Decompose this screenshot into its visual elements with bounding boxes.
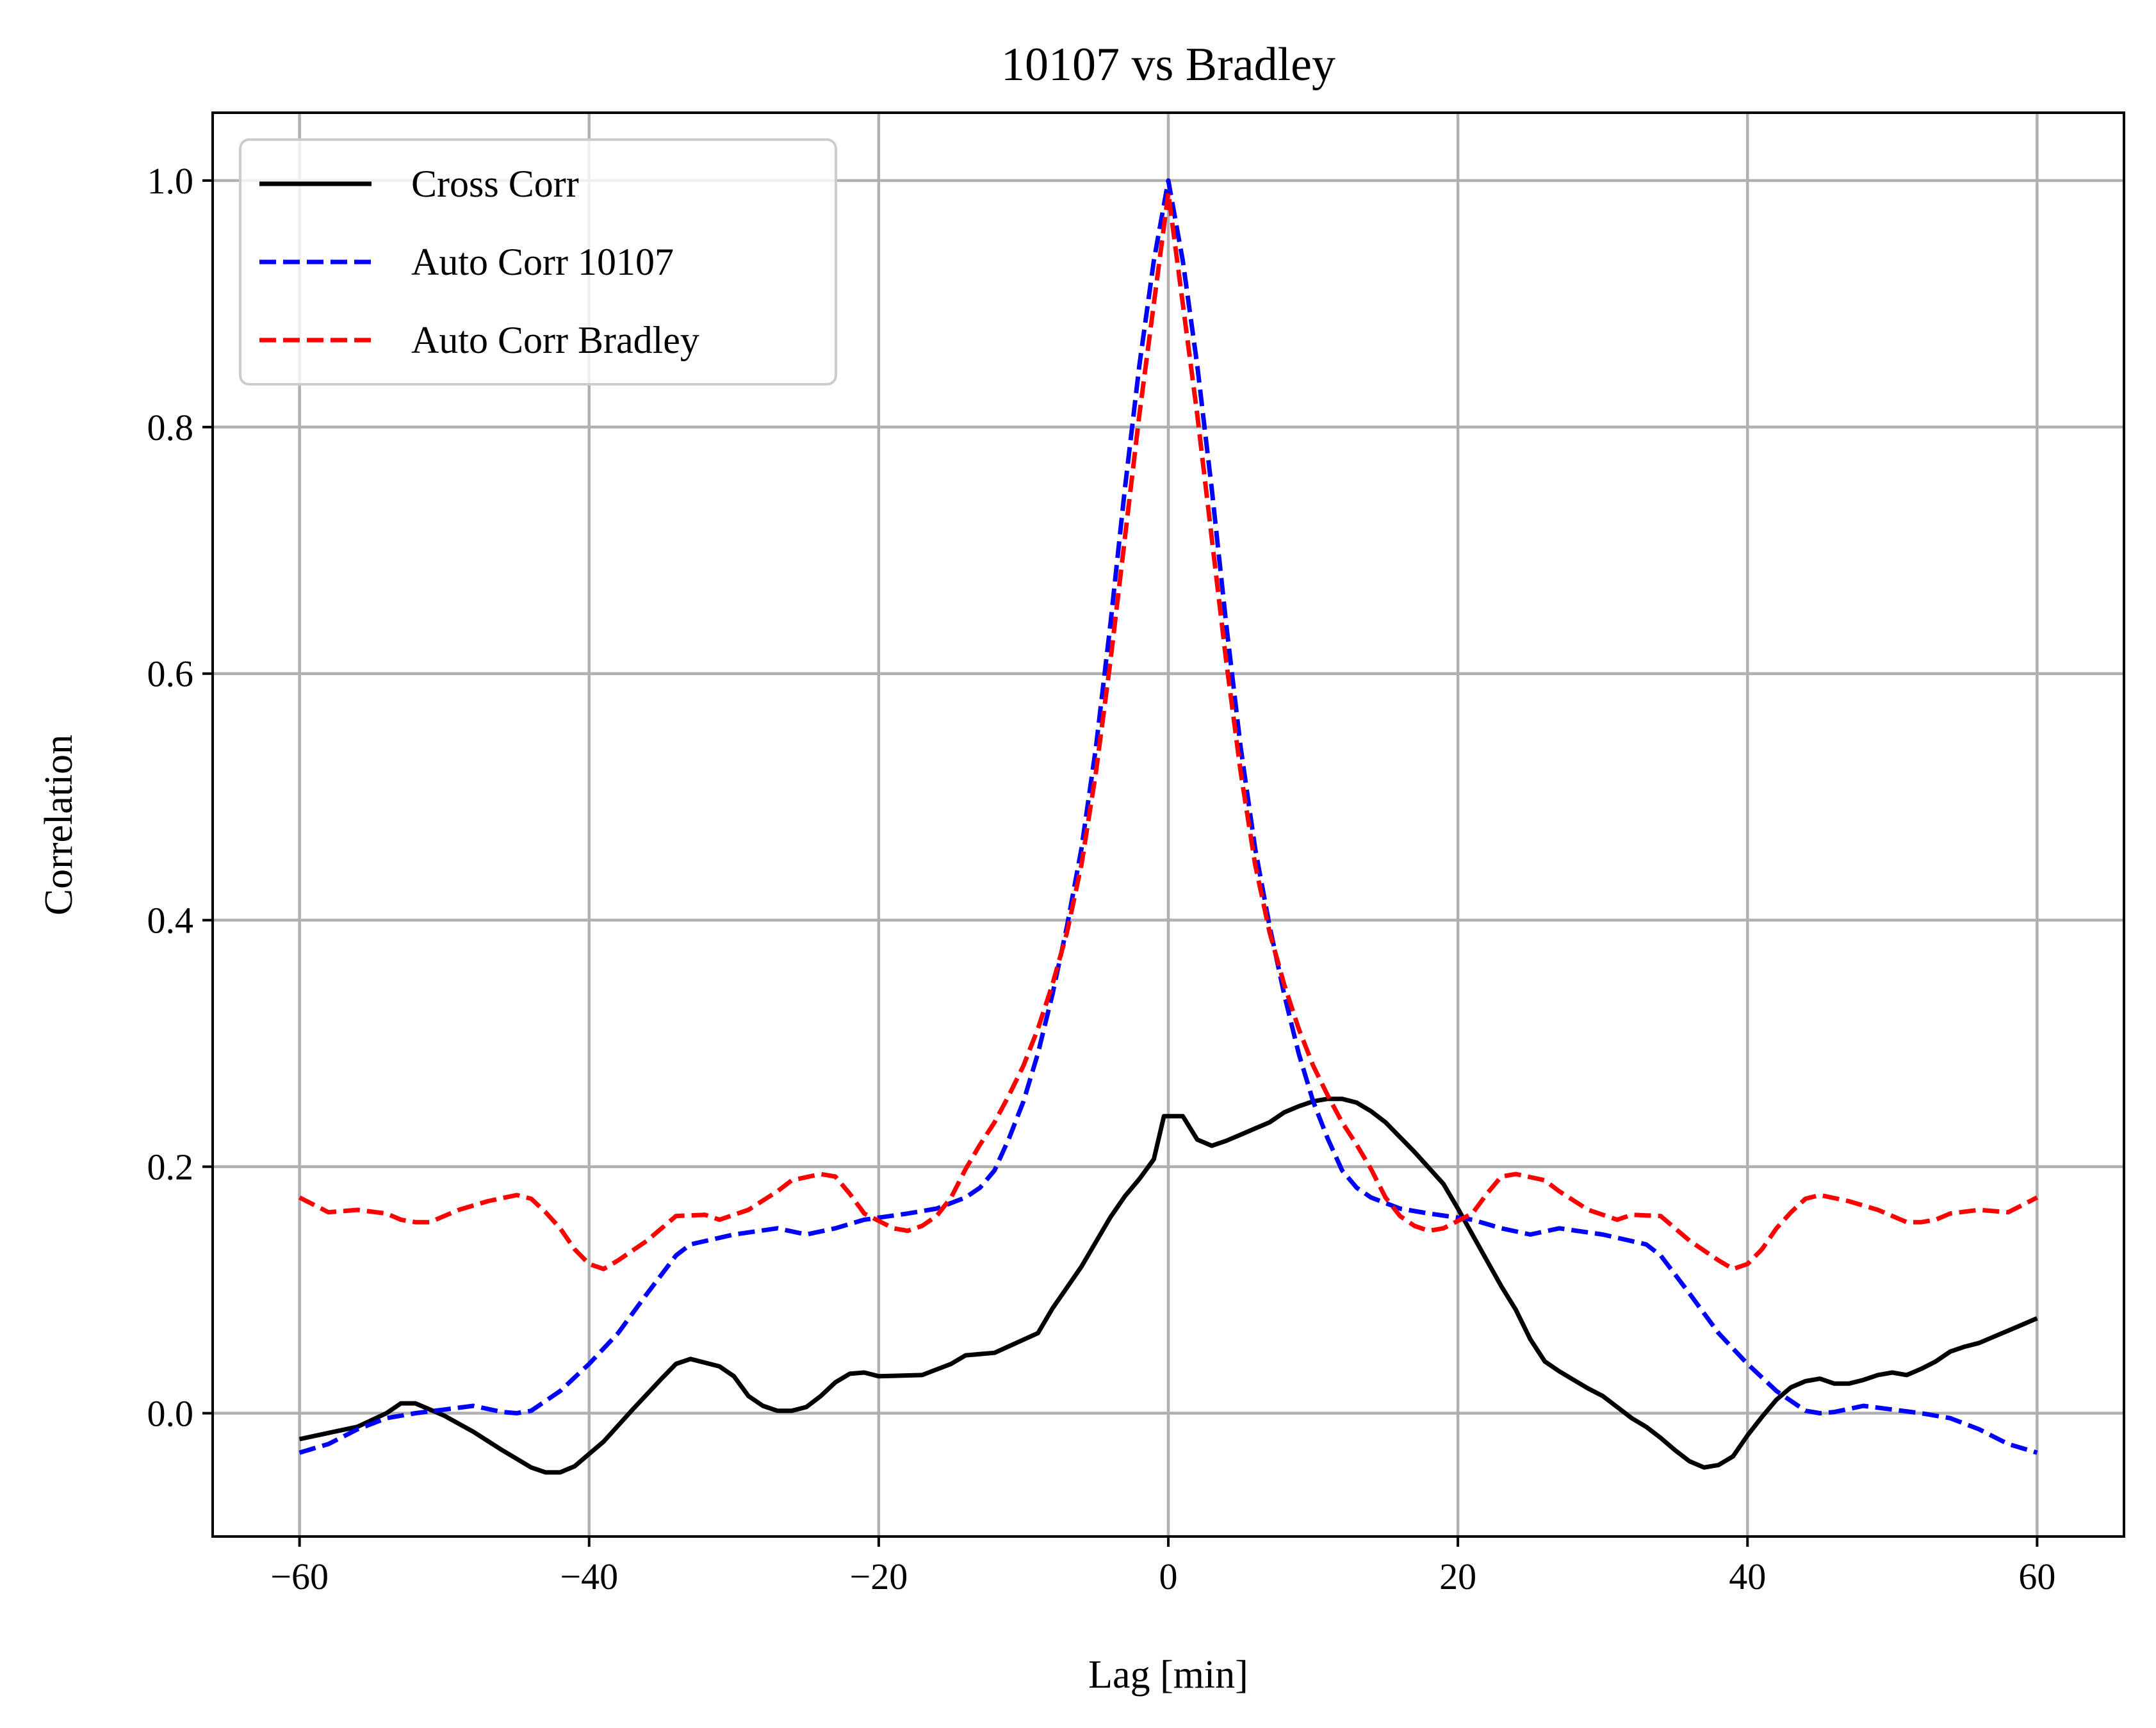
legend-label: Auto Corr Bradley	[411, 319, 699, 361]
y-tick-label: 0.2	[147, 1146, 194, 1188]
series-line-auto-corr-bradley	[298, 190, 2038, 1271]
legend-label: Auto Corr 10107	[411, 241, 674, 283]
legend-label: Cross Corr	[411, 163, 579, 205]
legend: Cross Corr Auto Corr 10107 Auto Corr Bradl…	[239, 138, 837, 386]
x-axis-label: Lag [min]	[1088, 1653, 1248, 1697]
x-tick-label: 40	[1729, 1556, 1766, 1597]
y-tick-label: 0.0	[147, 1393, 194, 1435]
series-line-cross-corr	[298, 1096, 2038, 1475]
y-tick-label: 0.4	[147, 900, 194, 941]
x-tick-label: −60	[270, 1556, 329, 1597]
series-line-auto-corr-10107	[298, 178, 2038, 1455]
x-tick-label: −40	[560, 1556, 618, 1597]
x-tick-label: −20	[850, 1556, 908, 1597]
x-tick-label: 60	[2018, 1556, 2055, 1597]
y-tick-label: 0.6	[147, 653, 194, 695]
grid-lines	[213, 113, 2124, 1536]
chart-title: 10107 vs Bradley	[1001, 38, 1335, 91]
legend-box	[239, 138, 837, 386]
y-tick-label: 1.0	[147, 160, 194, 202]
x-tick-label: 0	[1159, 1556, 1178, 1597]
x-tick-label: 20	[1439, 1556, 1476, 1597]
axis-ticks: −60 −40 −20 0 20 40 60 0.0 0.2 0.4 0.6 0.8 1.0	[147, 160, 2056, 1597]
y-tick-label: 0.8	[147, 407, 194, 448]
y-axis-label: Correlation	[37, 735, 81, 915]
series-lines	[298, 178, 2038, 1475]
